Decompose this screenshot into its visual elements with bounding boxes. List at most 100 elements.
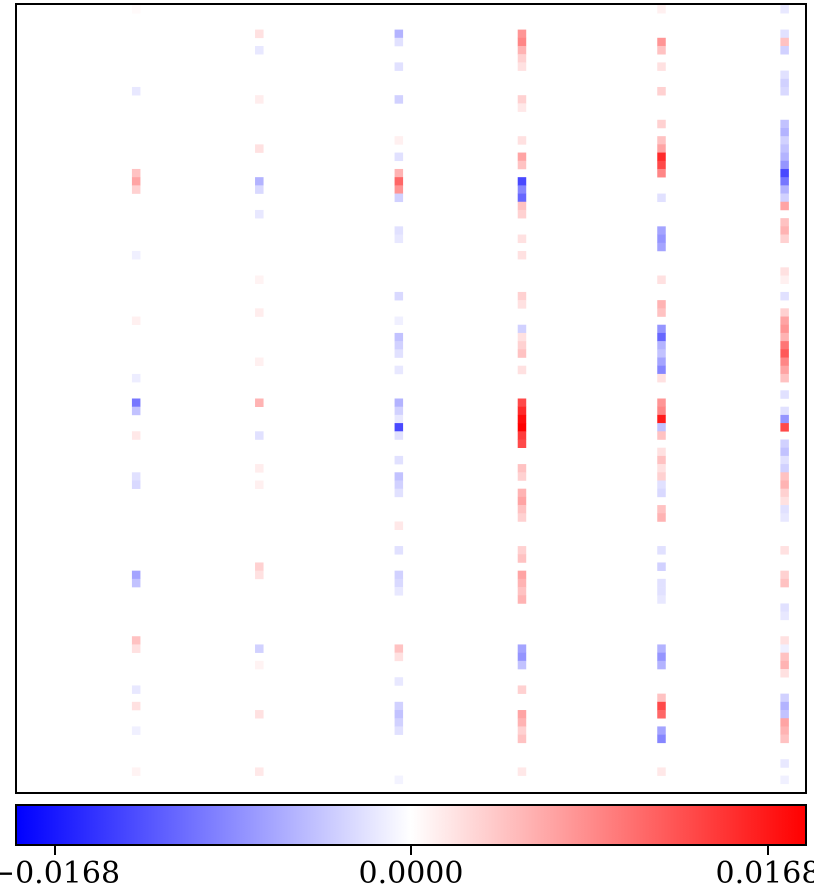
heatmap-cell <box>657 587 666 596</box>
heatmap-cell <box>517 734 527 744</box>
heatmap-plot <box>15 3 807 794</box>
heatmap-cell <box>780 775 789 785</box>
heatmap-cell <box>394 95 404 104</box>
heatmap-cell <box>517 152 527 162</box>
heatmap-cell <box>657 168 666 178</box>
heatmap-cell <box>131 726 141 735</box>
heatmap-cell <box>517 660 527 670</box>
heatmap-cell <box>780 70 789 80</box>
heatmap-cell <box>394 291 404 301</box>
heatmap-cell <box>131 86 141 96</box>
heatmap-cell <box>394 168 404 178</box>
heatmap-cell <box>517 332 527 342</box>
heatmap-cell <box>657 357 666 367</box>
heatmap-cell <box>657 660 666 670</box>
heatmap-cell <box>394 775 404 785</box>
heatmap-cell <box>780 505 789 514</box>
heatmap-cell <box>780 701 789 711</box>
heatmap-cell <box>255 767 264 776</box>
heatmap-cell <box>517 578 527 588</box>
heatmap-cell <box>657 488 666 498</box>
heatmap-cell <box>780 234 789 244</box>
heatmap-cell <box>131 578 141 588</box>
heatmap-cell <box>517 431 527 440</box>
heatmap-cell <box>394 488 404 498</box>
heatmap-cell <box>394 455 404 465</box>
heatmap-cell <box>517 29 527 39</box>
heatmap-cell <box>517 767 527 776</box>
heatmap-cell <box>517 103 527 112</box>
heatmap-cell <box>657 513 666 522</box>
heatmap-cell <box>131 168 141 178</box>
heatmap-cell <box>394 570 404 580</box>
heatmap-cell <box>517 291 527 301</box>
heatmap-cell <box>517 45 527 55</box>
heatmap-cell <box>780 29 789 39</box>
heatmap-cell <box>780 669 789 678</box>
heatmap-cell <box>780 218 789 227</box>
heatmap-cell <box>780 160 789 170</box>
heatmap-cell <box>657 701 666 711</box>
heatmap-cell <box>131 570 141 580</box>
heatmap-cell <box>780 734 789 744</box>
heatmap-cell <box>657 160 666 170</box>
heatmap-cell <box>780 357 789 367</box>
heatmap-cell <box>780 423 789 432</box>
heatmap-cell <box>394 62 404 71</box>
heatmap-cell <box>780 447 789 457</box>
heatmap-cell <box>255 209 264 219</box>
heatmap-cell <box>394 423 404 432</box>
heatmap-cell <box>657 726 666 735</box>
heatmap-cell <box>780 660 789 670</box>
colorbar-tick-mid <box>410 846 412 855</box>
heatmap-cell <box>657 546 666 555</box>
heatmap-cell <box>255 480 264 489</box>
heatmap-cell <box>780 406 789 416</box>
heatmap-cell <box>131 185 141 194</box>
heatmap-cell <box>517 685 527 694</box>
heatmap-cell <box>394 406 404 416</box>
heatmap-cell <box>394 726 404 735</box>
heatmap-cell <box>657 373 666 383</box>
heatmap-cell <box>517 37 527 47</box>
heatmap-cell <box>394 398 404 407</box>
heatmap-cell <box>780 718 789 727</box>
heatmap-cell <box>780 611 789 621</box>
heatmap-cell <box>517 472 527 481</box>
heatmap-cell <box>131 177 141 186</box>
heatmap-cell <box>517 406 527 416</box>
heatmap-cell <box>131 480 141 489</box>
heatmap-cell <box>657 414 666 424</box>
heatmap-cell <box>255 710 264 719</box>
heatmap-cell <box>255 144 264 153</box>
heatmap-cell <box>657 652 666 662</box>
heatmap-cell <box>131 316 141 326</box>
heatmap-cell <box>657 324 666 334</box>
heatmap-cell <box>394 234 404 244</box>
heatmap-cell <box>657 710 666 719</box>
heatmap-cell <box>780 45 789 55</box>
heatmap-cell <box>394 546 404 555</box>
heatmap-cell <box>657 242 666 252</box>
heatmap-cell <box>780 759 789 768</box>
heatmap-cell <box>780 414 789 424</box>
heatmap-cell <box>517 652 527 662</box>
heatmap-cell <box>780 119 789 129</box>
heatmap-cell <box>657 300 666 309</box>
heatmap-cell <box>657 406 666 416</box>
heatmap-cell <box>255 275 264 285</box>
colorbar-tick-label-mid: 0.0000 <box>358 856 464 891</box>
heatmap-cell <box>780 308 789 317</box>
heatmap-cell <box>517 160 527 170</box>
heatmap-cell <box>394 521 404 530</box>
heatmap-cell <box>780 86 789 96</box>
heatmap-cell <box>780 193 789 203</box>
heatmap-cell <box>517 95 527 104</box>
heatmap-cell <box>657 578 666 588</box>
heatmap-cell <box>517 423 527 432</box>
heatmap-cell <box>131 644 141 653</box>
heatmap-cell <box>780 390 789 399</box>
heatmap-cell <box>657 767 666 776</box>
heatmap-cell <box>780 341 789 350</box>
heatmap-cell <box>657 455 666 465</box>
